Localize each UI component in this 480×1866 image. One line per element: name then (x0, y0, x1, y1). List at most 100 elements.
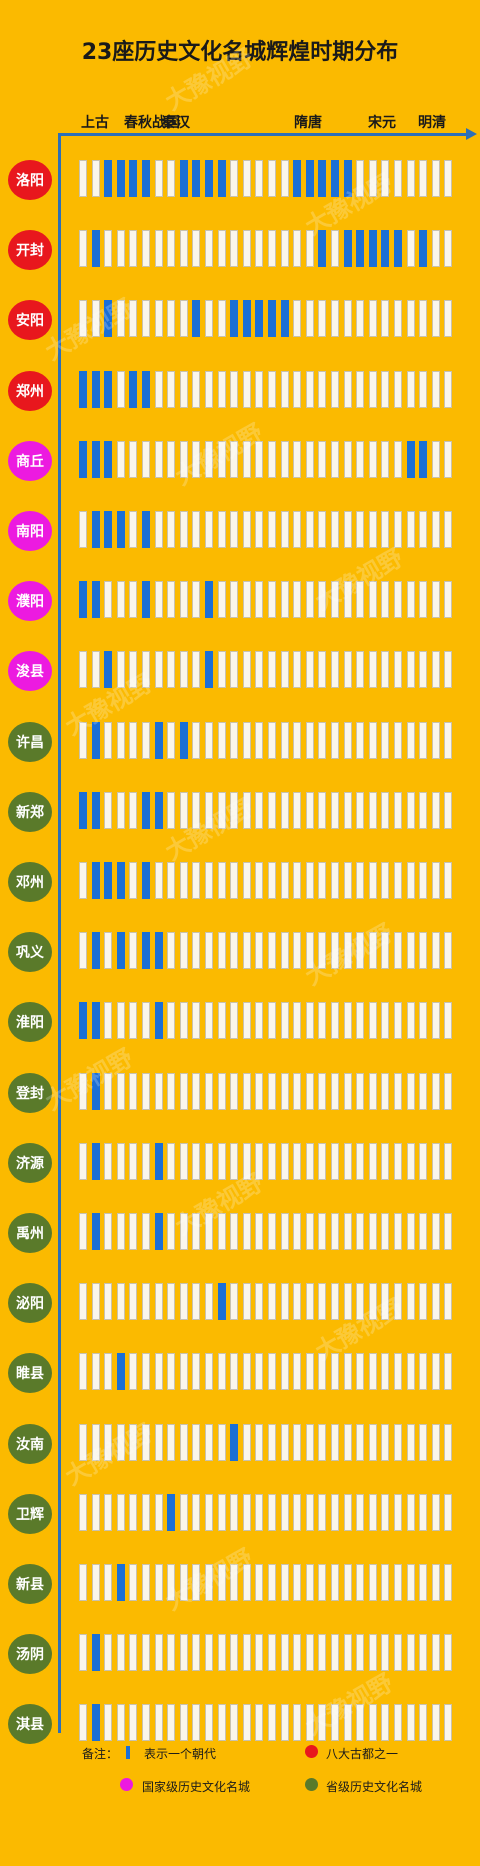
dynasty-cell-empty (381, 370, 390, 408)
dynasty-cell-active (104, 651, 113, 689)
dynasty-cell-empty (444, 721, 453, 759)
city-row: 济源 (0, 1141, 480, 1185)
dynasty-cell-active (179, 160, 188, 197)
dynasty-cell-empty (368, 1493, 377, 1531)
dynasty-cell-empty (406, 581, 415, 619)
dynasty-cell-empty (331, 862, 339, 899)
dynasty-cell-active (205, 160, 213, 197)
dynasty-cell-active (79, 791, 87, 829)
dynasty-cell-empty (205, 300, 213, 338)
dynasty-cell-empty (368, 862, 377, 899)
dynasty-cell-empty (368, 721, 377, 759)
dynasty-cell-empty (280, 1283, 289, 1321)
dynasty-cell-empty (129, 1493, 138, 1531)
dynasty-cell-empty (154, 440, 163, 478)
dynasty-cell-empty (142, 1423, 150, 1461)
dynasty-cell-empty (217, 1353, 226, 1391)
dynasty-cell-empty (293, 581, 302, 619)
dynasty-cell-empty (431, 1072, 440, 1110)
dynasty-cell-empty (255, 1283, 264, 1321)
dynasty-cell-empty (419, 1493, 428, 1531)
dynasty-cell-empty (318, 1072, 327, 1110)
dynasty-cell-empty (167, 1423, 176, 1461)
dynasty-cell-empty (242, 651, 251, 689)
city-row: 许昌 (0, 720, 480, 764)
dynasty-cell-empty (431, 1493, 440, 1531)
dynasty-cell-empty (406, 791, 415, 829)
dynasty-cell-empty (230, 1634, 239, 1672)
dynasty-cell-active (179, 721, 188, 759)
dynasty-cell-active (116, 160, 125, 197)
dynasty-cell-empty (268, 1564, 276, 1601)
dynasty-cell-empty (230, 581, 239, 619)
dynasty-cell-empty (444, 370, 453, 408)
dynasty-cell-empty (91, 1283, 100, 1321)
dynasty-cell-empty (255, 651, 264, 689)
dynasty-cell-empty (444, 1423, 453, 1461)
dynasty-cell-empty (381, 651, 390, 689)
dynasty-cell-empty (79, 1493, 87, 1531)
dynasty-cell-empty (104, 1283, 113, 1321)
city-row: 睢县 (0, 1351, 480, 1395)
dynasty-cell-active (129, 370, 138, 408)
dynasty-cell-empty (129, 1423, 138, 1461)
dynasty-cell-empty (305, 581, 314, 619)
dynasty-cell-empty (255, 230, 264, 268)
dynasty-cell-empty (167, 791, 176, 829)
dynasty-cell-active (91, 230, 100, 268)
dynasty-cell-active (255, 300, 264, 338)
dynasty-cell-empty (192, 581, 201, 619)
dynasty-cell-active (356, 230, 365, 268)
dynasty-cell-active (154, 721, 163, 759)
dynasty-cell-empty (230, 1704, 239, 1742)
dynasty-cell-empty (343, 1002, 352, 1040)
dynasty-cell-empty (104, 932, 113, 970)
dynasty-cell-empty (305, 1072, 314, 1110)
dynasty-cell-empty (255, 1353, 264, 1391)
dynasty-cell-empty (356, 440, 365, 478)
dynasty-cell-empty (305, 1142, 314, 1180)
dynasty-cell-empty (444, 862, 453, 899)
dynasty-cell-empty (255, 1213, 264, 1250)
dynasty-cell-empty (167, 1283, 176, 1321)
dynasty-cell-empty (343, 440, 352, 478)
dynasty-cell-empty (255, 1493, 264, 1531)
dynasty-cell-empty (394, 1283, 402, 1321)
dynasty-cell-empty (368, 1353, 377, 1391)
dynasty-cell-empty (381, 721, 390, 759)
dynasty-cell-active (104, 440, 113, 478)
dynasty-cell-empty (217, 1704, 226, 1742)
dynasty-cell-empty (419, 300, 428, 338)
dynasty-cell-empty (331, 1283, 339, 1321)
dynasty-cell-empty (368, 651, 377, 689)
era-label: 宋元 (368, 115, 396, 131)
dynasty-cell-empty (192, 511, 201, 548)
dynasty-cell-empty (255, 862, 264, 899)
dynasty-cell-empty (280, 1564, 289, 1601)
dynasty-cell-empty (406, 1353, 415, 1391)
dynasty-cell-empty (154, 1634, 163, 1672)
dynasty-cell-empty (255, 1423, 264, 1461)
dynasty-cell-empty (280, 370, 289, 408)
dynasty-cell-empty (356, 1634, 365, 1672)
dynasty-cell-empty (305, 791, 314, 829)
dynasty-cell-empty (331, 1704, 339, 1742)
dynasty-cell-empty (79, 651, 87, 689)
dynasty-cell-empty (255, 1564, 264, 1601)
dynasty-cell-empty (167, 932, 176, 970)
dynasty-cell-strip (0, 228, 480, 272)
dynasty-cell-strip (0, 579, 480, 623)
dynasty-cell-empty (331, 1493, 339, 1531)
dynasty-cell-active (318, 160, 327, 197)
dynasty-cell-empty (394, 160, 402, 197)
dynasty-cell-active (217, 160, 226, 197)
city-badge: 濮阳 (8, 581, 52, 622)
dynasty-cell-empty (419, 932, 428, 970)
city-row: 淮阳 (0, 1000, 480, 1044)
dynasty-cell-empty (293, 1213, 302, 1250)
dynasty-cell-empty (305, 1353, 314, 1391)
dynasty-cell-empty (293, 1704, 302, 1742)
era-label: 明清 (418, 115, 446, 131)
dynasty-cell-empty (154, 1072, 163, 1110)
dynasty-cell-empty (179, 1002, 188, 1040)
